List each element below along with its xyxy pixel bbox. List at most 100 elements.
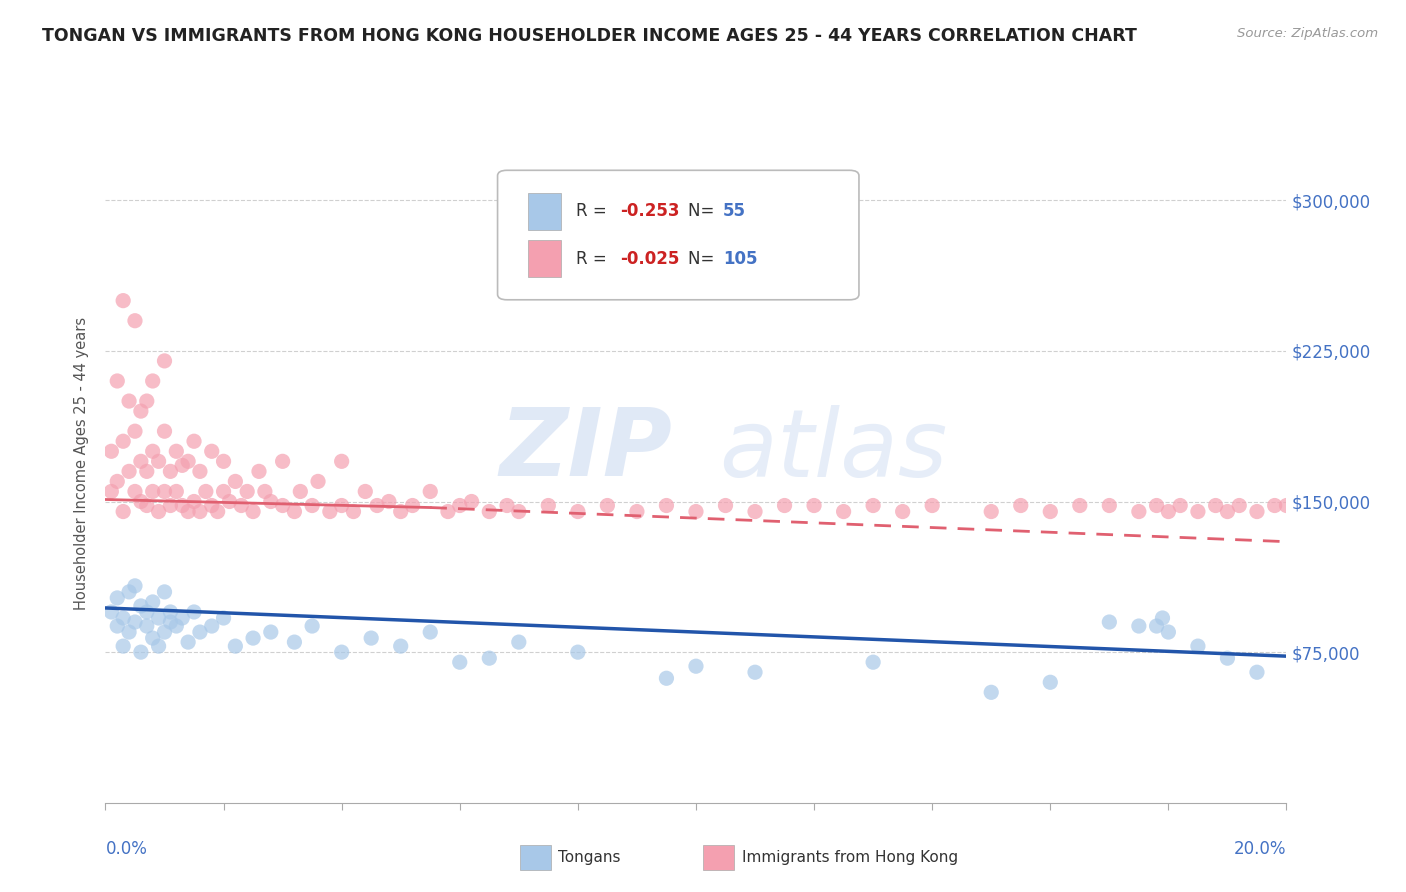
Text: R =: R = <box>575 250 612 268</box>
Text: Tongans: Tongans <box>558 850 620 864</box>
Point <box>478 651 501 665</box>
Point <box>283 635 305 649</box>
Point <box>449 499 471 513</box>
Point <box>1146 499 1168 513</box>
Point <box>177 454 200 468</box>
Point <box>212 454 235 468</box>
Point <box>655 499 678 513</box>
Point <box>224 475 246 489</box>
Point <box>449 655 471 669</box>
Point <box>148 611 170 625</box>
Point <box>283 504 305 518</box>
Point <box>253 484 276 499</box>
Point <box>260 494 283 508</box>
Point <box>803 499 825 513</box>
Text: Immigrants from Hong Kong: Immigrants from Hong Kong <box>742 850 959 864</box>
Point <box>100 444 122 458</box>
Point <box>236 484 259 499</box>
Point <box>1128 504 1150 518</box>
Point <box>172 611 194 625</box>
Point <box>242 504 264 518</box>
Point <box>142 595 165 609</box>
Point <box>135 499 157 513</box>
Point <box>980 504 1002 518</box>
Point <box>118 464 141 478</box>
Point <box>242 631 264 645</box>
Text: N=: N= <box>688 202 720 220</box>
Point <box>153 354 176 368</box>
Point <box>194 484 217 499</box>
Point <box>224 639 246 653</box>
Point <box>342 504 364 518</box>
Point <box>508 504 530 518</box>
Point <box>153 484 176 499</box>
Point <box>112 611 135 625</box>
Point <box>124 314 146 328</box>
Text: atlas: atlas <box>720 405 948 496</box>
Bar <box>529 193 561 230</box>
Text: TONGAN VS IMMIGRANTS FROM HONG KONG HOUSEHOLDER INCOME AGES 25 - 44 YEARS CORREL: TONGAN VS IMMIGRANTS FROM HONG KONG HOUS… <box>42 27 1137 45</box>
Point <box>129 494 152 508</box>
Point <box>183 605 205 619</box>
Point <box>148 454 170 468</box>
Point <box>862 655 884 669</box>
Point <box>159 615 181 629</box>
Point <box>401 499 423 513</box>
Point <box>105 619 128 633</box>
Point <box>105 475 128 489</box>
Point <box>172 499 194 513</box>
Point <box>1069 499 1091 513</box>
Point <box>207 504 229 518</box>
Point <box>301 499 323 513</box>
Point <box>105 374 128 388</box>
Point <box>201 444 224 458</box>
Point <box>360 631 382 645</box>
Point <box>159 605 181 619</box>
Point <box>354 484 377 499</box>
Point <box>118 625 141 640</box>
Point <box>118 394 141 409</box>
Point <box>1275 499 1298 513</box>
Text: 105: 105 <box>723 250 758 268</box>
Point <box>862 499 884 513</box>
Point <box>419 625 441 640</box>
Bar <box>529 240 561 277</box>
Point <box>135 605 157 619</box>
Text: R =: R = <box>575 202 612 220</box>
Point <box>508 635 530 649</box>
Point <box>567 504 589 518</box>
Point <box>188 504 211 518</box>
Point <box>183 434 205 449</box>
Y-axis label: Householder Income Ages 25 - 44 years: Householder Income Ages 25 - 44 years <box>75 318 90 610</box>
Point <box>135 464 157 478</box>
Point <box>301 619 323 633</box>
Point <box>1187 504 1209 518</box>
Point <box>921 499 943 513</box>
Text: 0.0%: 0.0% <box>105 840 148 858</box>
Point <box>537 499 560 513</box>
Point <box>172 458 194 473</box>
Point <box>129 645 152 659</box>
Point <box>112 504 135 518</box>
Point <box>744 665 766 680</box>
Point <box>159 464 181 478</box>
Point <box>1152 611 1174 625</box>
Point <box>1205 499 1227 513</box>
Point <box>124 424 146 438</box>
Point <box>183 494 205 508</box>
Point <box>1098 615 1121 629</box>
Point <box>165 444 187 458</box>
Point <box>714 499 737 513</box>
Point <box>129 404 152 418</box>
Point <box>271 454 294 468</box>
Point <box>100 484 122 499</box>
Point <box>1157 625 1180 640</box>
Point <box>100 605 122 619</box>
Point <box>271 499 294 513</box>
Point <box>744 504 766 518</box>
Point <box>188 625 211 640</box>
Point <box>1168 499 1191 513</box>
Point <box>129 599 152 613</box>
Text: N=: N= <box>688 250 720 268</box>
Point <box>153 625 176 640</box>
